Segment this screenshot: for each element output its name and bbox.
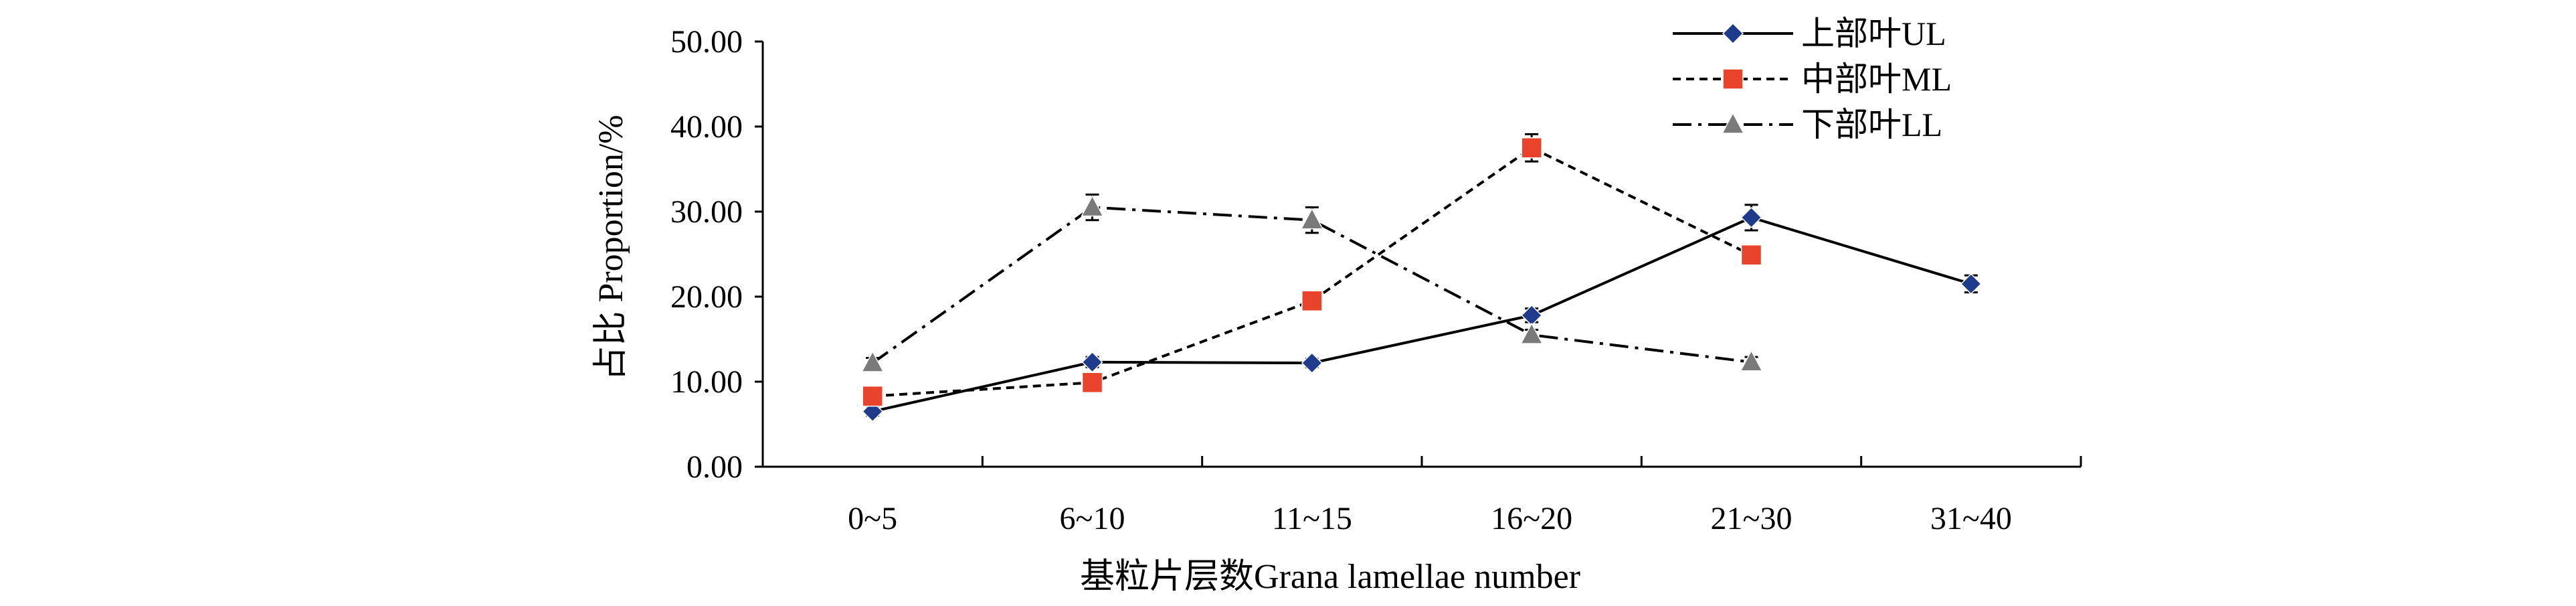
series-layer [860,133,1982,423]
data-point [1081,195,1104,217]
series-line [872,146,1752,398]
legend-label: 中部叶ML [1801,60,1952,98]
data-point [1740,244,1762,266]
x-axis-title: 基粒片层数Grana lamellae number [1080,558,1580,596]
y-tick-label: 10.00 [670,364,743,400]
x-tick-label: 11~15 [1272,501,1352,536]
data-point [1740,206,1762,228]
data-point [1521,304,1543,327]
data-point [1081,351,1103,373]
data-point [1301,290,1323,312]
legend-marker [1722,22,1744,45]
legend-item-2: 中部叶ML [1673,60,1952,98]
data-point [862,385,883,407]
y-tick-label: 30.00 [670,194,743,230]
y-axis-title: 占比 Proportion/% [592,115,630,380]
legend: 上部叶UL 中部叶ML 下部叶LL [1673,15,1952,143]
y-tick-label: 40.00 [670,109,743,145]
y-tick-label: 50.00 [670,24,743,60]
legend-marker [1722,68,1744,90]
legend-label: 上部叶UL [1801,15,1946,52]
series-3 [860,194,1763,372]
axes: 0.00 10.00 20.00 30.00 40.00 50.00 0~5 6~10 11~1… [670,24,2082,536]
series-2 [862,133,1762,407]
series-line [872,216,1972,413]
x-tick-label: 16~20 [1491,501,1572,536]
series-1 [862,204,1982,423]
y-tick-label: 0.00 [686,449,743,485]
data-point [1521,137,1542,159]
x-tick-label: 0~5 [848,501,897,536]
x-tick-label: 21~30 [1711,501,1792,536]
x-tick-label: 31~40 [1930,501,2012,536]
data-point [1740,350,1763,372]
legend-marker [1721,112,1745,134]
legend-item-3: 下部叶LL [1673,106,1942,143]
data-point [1960,273,1982,295]
data-point [1301,352,1323,374]
legend-item-1: 上部叶UL [1673,15,1946,52]
data-point [1081,372,1103,394]
legend-label: 下部叶LL [1801,106,1942,143]
data-point [1300,208,1324,230]
data-point [1520,322,1544,344]
x-tick-label: 6~10 [1060,501,1125,536]
data-point [860,350,885,372]
y-tick-label: 20.00 [670,279,743,315]
